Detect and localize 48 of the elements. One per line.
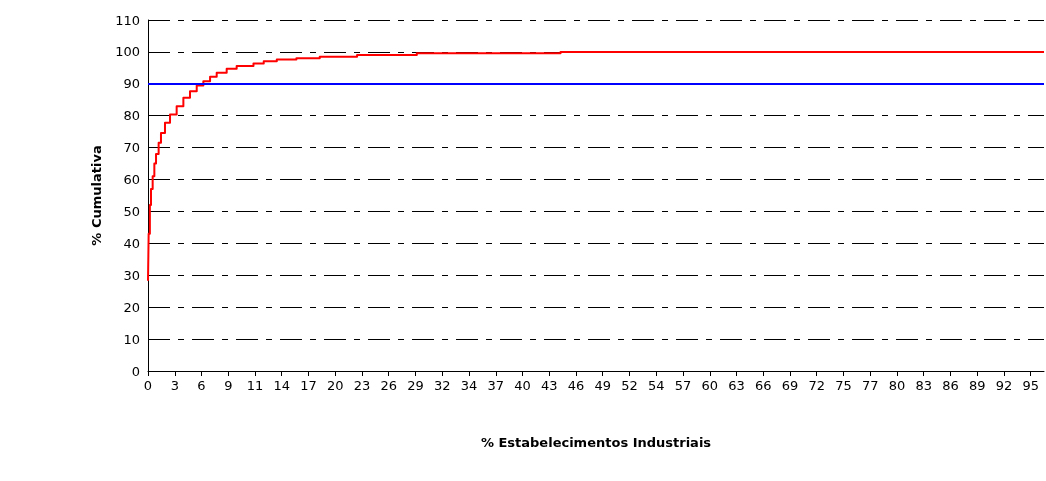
y-tick-label: 0 [131, 363, 140, 379]
x-tick-label: 86 [942, 378, 959, 393]
x-tick-label: 0 [143, 378, 153, 393]
x-tick-label: 43 [540, 378, 558, 393]
x-tick-label: 6 [197, 378, 206, 393]
x-tick-label: 54 [647, 378, 665, 393]
x-tick-label: 57 [674, 378, 692, 393]
y-tick-label: 10 [123, 331, 140, 347]
x-tick-label: 34 [460, 378, 478, 393]
y-tick-label: 100 [115, 44, 140, 60]
x-tick-label: 66 [754, 378, 772, 393]
x-tick-label: 60 [701, 378, 719, 393]
x-tick-label: 69 [781, 378, 799, 393]
x-tick-label: 89 [968, 378, 986, 393]
x-tick-label: 75 [835, 378, 852, 393]
x-tick-label: 63 [728, 378, 745, 393]
x-tick-label: 92 [995, 378, 1013, 393]
x-tick-label: 77 [861, 378, 879, 393]
y-tick-label: 30 [123, 267, 140, 283]
y-tick-label: 20 [123, 299, 140, 315]
x-tick-label: 3 [170, 378, 179, 393]
x-tick-label: 95 [1022, 378, 1040, 393]
y-tick-label: 110 [115, 12, 140, 28]
x-tick-label: 17 [300, 378, 317, 393]
x-tick-label: 32 [434, 378, 451, 393]
y-tick-label: 70 [123, 140, 140, 156]
y-tick-label: 80 [123, 108, 140, 124]
x-tick-label: 40 [514, 378, 531, 393]
x-axis-title: % Estabelecimentos Industriais [480, 435, 712, 450]
x-tick-label: 46 [567, 378, 585, 393]
x-tick-label: 80 [888, 378, 906, 393]
y-tick-label: 50 [123, 203, 140, 219]
x-tick-label: 20 [326, 378, 344, 393]
x-tick-label: 9 [224, 378, 233, 393]
x-tick-label: 11 [246, 378, 264, 393]
y-tick-label: 90 [123, 76, 140, 92]
y-axis-title: % Cumulativa [89, 145, 104, 246]
x-tick-label: 72 [808, 378, 826, 393]
x-tick-label: 23 [353, 378, 371, 393]
y-tick-label: 60 [123, 172, 140, 188]
x-tick-label: 83 [915, 378, 932, 393]
y-tick-label: 40 [123, 235, 140, 251]
x-tick-label: 52 [621, 378, 638, 393]
x-tick-label: 37 [487, 378, 505, 393]
x-tick-label: 49 [594, 378, 611, 393]
x-tick-label: 29 [407, 378, 424, 393]
x-tick-label: 14 [273, 378, 291, 393]
x-tick-label: 26 [380, 378, 397, 393]
